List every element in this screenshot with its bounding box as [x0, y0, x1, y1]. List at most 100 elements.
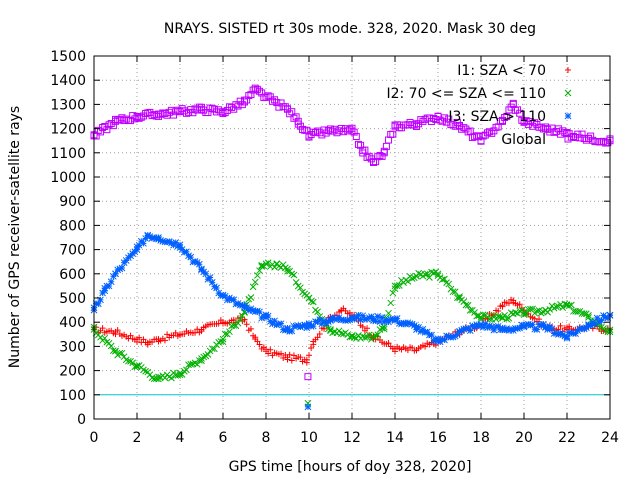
data-point: [352, 133, 360, 141]
data-point: [393, 314, 401, 322]
data-point: [198, 105, 205, 113]
data-point: [516, 301, 523, 308]
data-point: [370, 315, 377, 322]
data-point: [116, 349, 124, 357]
data-point: [473, 312, 481, 320]
data-point: [582, 136, 590, 144]
data-point: [522, 117, 530, 125]
y-tick-label: 900: [59, 194, 86, 210]
data-point: [585, 134, 592, 142]
data-point: [284, 267, 291, 275]
data-point: [292, 113, 300, 121]
data-point: [159, 237, 167, 245]
data-point: [260, 94, 268, 102]
data-point: [406, 320, 414, 327]
data-point: [563, 333, 571, 341]
data-point: [604, 139, 612, 147]
data-point: [531, 119, 539, 127]
data-point: [340, 316, 347, 324]
legend-marker: [564, 135, 572, 143]
data-point: [580, 325, 588, 333]
data-point: [554, 125, 562, 133]
data-point: [172, 329, 179, 336]
data-point: [299, 125, 307, 133]
series-i3-sza-110: [90, 231, 614, 346]
data-point: [211, 345, 218, 353]
data-point: [118, 264, 126, 272]
data-point: [125, 357, 132, 365]
data-point: [471, 133, 479, 141]
data-point: [404, 319, 412, 327]
data-point: [241, 98, 248, 106]
data-point: [247, 325, 254, 332]
data-point: [357, 141, 365, 149]
data-point: [389, 130, 397, 138]
data-point: [314, 334, 321, 341]
data-point: [133, 246, 141, 253]
data-point: [230, 322, 238, 329]
data-point: [524, 320, 532, 328]
data-point: [365, 331, 373, 339]
data-point: [510, 297, 517, 304]
data-point: [243, 96, 251, 104]
data-point: [142, 367, 149, 375]
data-point: [477, 314, 485, 321]
data-point: [348, 333, 356, 341]
data-point: [310, 338, 317, 345]
data-point: [443, 332, 450, 340]
data-point: [385, 340, 392, 347]
data-point: [221, 109, 229, 117]
data-point: [299, 322, 306, 330]
data-point: [308, 344, 315, 351]
data-point: [206, 274, 214, 281]
data-point: [303, 356, 310, 363]
data-point: [542, 323, 549, 331]
data-point: [318, 131, 326, 139]
data-point: [585, 312, 592, 319]
data-point: [477, 321, 485, 328]
data-point: [514, 325, 521, 332]
data-point: [155, 373, 162, 381]
data-point: [466, 327, 474, 335]
data-point: [251, 278, 259, 286]
data-point: [598, 317, 605, 324]
data-point: [249, 283, 257, 291]
data-point: [262, 260, 270, 268]
data-point: [357, 316, 364, 324]
data-point: [354, 140, 362, 148]
data-point: [380, 325, 388, 333]
data-point: [359, 312, 367, 320]
data-point: [263, 348, 269, 355]
data-point: [393, 282, 401, 290]
data-point: [552, 329, 560, 337]
data-point: [133, 362, 141, 370]
data-point: [134, 336, 140, 343]
data-point: [97, 333, 104, 341]
data-point: [245, 92, 253, 100]
data-point: [137, 113, 145, 121]
data-point: [253, 85, 261, 93]
data-point: [422, 343, 429, 350]
data-point: [230, 296, 238, 304]
data-point: [529, 321, 536, 328]
data-point: [327, 326, 334, 333]
data-point: [238, 312, 246, 320]
data-point: [441, 275, 448, 283]
data-point: [251, 86, 259, 94]
data-point: [208, 279, 216, 286]
data-point: [168, 374, 175, 382]
data-point: [490, 326, 498, 334]
data-point: [460, 325, 468, 333]
data-point: [288, 108, 296, 116]
data-point: [363, 153, 371, 161]
data-point: [477, 137, 485, 145]
data-point: [490, 311, 498, 319]
data-point: [495, 307, 502, 314]
data-point: [99, 325, 106, 332]
data-point: [499, 302, 506, 309]
data-point: [305, 132, 313, 140]
data-point: [219, 338, 227, 346]
data-point: [486, 128, 494, 136]
data-point: [370, 333, 377, 341]
